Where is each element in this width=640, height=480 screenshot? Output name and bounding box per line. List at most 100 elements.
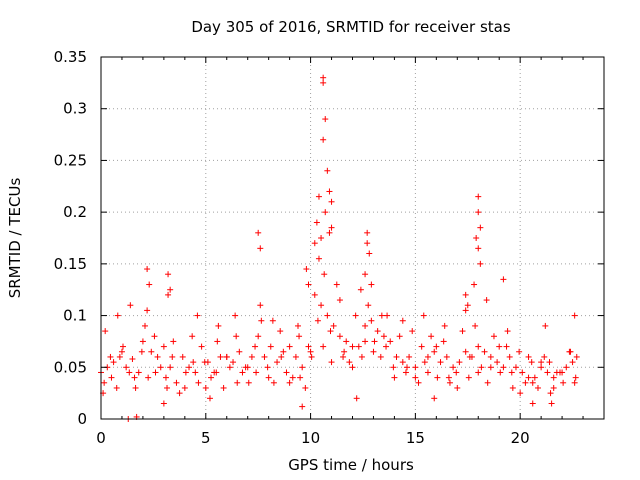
data-point — [160, 400, 167, 407]
data-point — [358, 353, 365, 360]
data-point — [453, 369, 460, 376]
data-point — [475, 209, 482, 216]
data-point — [374, 328, 381, 335]
data-point — [402, 369, 409, 376]
data-point — [522, 379, 529, 386]
data-point — [437, 359, 444, 366]
data-point — [236, 348, 243, 355]
y-tick-label: 0.1 — [63, 307, 87, 325]
data-point — [223, 353, 230, 360]
y-tick-label: 0 — [77, 410, 87, 428]
data-point — [192, 369, 199, 376]
data-point — [477, 224, 484, 231]
data-point — [280, 348, 287, 355]
data-point — [173, 379, 180, 386]
x-tick-label: 5 — [201, 429, 211, 447]
axis-ticks — [100, 56, 604, 420]
data-point — [346, 359, 353, 366]
data-point — [418, 343, 425, 350]
x-tick-label: 0 — [96, 429, 106, 447]
data-point — [483, 297, 490, 304]
x-tick-label: 20 — [511, 429, 530, 447]
data-point — [487, 353, 494, 360]
data-point — [364, 229, 371, 236]
data-point — [299, 403, 306, 410]
data-point — [305, 343, 312, 350]
data-point — [214, 338, 221, 345]
data-point — [120, 343, 127, 350]
data-point — [380, 333, 387, 340]
data-point — [195, 379, 202, 386]
data-point — [573, 353, 580, 360]
data-point — [320, 79, 327, 86]
data-point — [255, 333, 262, 340]
data-point — [215, 322, 222, 329]
y-tick-label: 0.25 — [54, 151, 87, 169]
data-point — [370, 348, 377, 355]
y-tick-label: 0.3 — [63, 100, 87, 118]
data-point — [314, 317, 321, 324]
data-point — [454, 384, 461, 391]
data-point — [264, 364, 271, 371]
data-point — [194, 312, 201, 319]
data-point — [366, 250, 373, 257]
data-point — [114, 312, 121, 319]
data-point — [157, 364, 164, 371]
data-point — [371, 338, 378, 345]
data-point — [233, 333, 240, 340]
data-point — [324, 167, 331, 174]
data-point — [396, 333, 403, 340]
data-point — [226, 364, 233, 371]
data-point — [186, 364, 193, 371]
y-tick-label: 0.35 — [54, 48, 87, 66]
data-point — [333, 281, 340, 288]
y-tick-labels: 0 0.05 0.1 0.15 0.2 0.25 0.3 0.35 — [54, 48, 87, 428]
data-point — [409, 328, 416, 335]
data-point — [445, 374, 452, 381]
data-point — [135, 369, 142, 376]
data-point — [126, 369, 133, 376]
data-point — [534, 384, 541, 391]
data-point — [472, 322, 479, 329]
data-point — [239, 369, 246, 376]
data-point — [110, 359, 117, 366]
data-point — [315, 193, 322, 200]
data-point — [295, 322, 302, 329]
data-point — [563, 364, 570, 371]
data-point — [490, 333, 497, 340]
data-point — [270, 379, 277, 386]
data-point — [440, 338, 447, 345]
data-point — [327, 328, 334, 335]
data-point — [315, 255, 322, 262]
data-point — [255, 229, 262, 236]
x-tick-labels: 0 5 10 15 20 — [96, 429, 529, 447]
data-point — [129, 356, 136, 363]
data-point — [234, 379, 241, 386]
data-point — [541, 353, 548, 360]
data-point — [296, 333, 303, 340]
data-point — [378, 312, 385, 319]
data-point — [165, 271, 172, 278]
data-point — [538, 359, 545, 366]
data-point — [328, 224, 335, 231]
data-point — [318, 302, 325, 309]
data-point — [326, 229, 333, 236]
data-point — [529, 400, 536, 407]
data-point — [500, 364, 507, 371]
data-point — [475, 245, 482, 252]
data-point — [248, 353, 255, 360]
data-point — [542, 322, 549, 329]
data-point — [475, 343, 482, 350]
data-point — [364, 240, 371, 247]
data-point — [146, 281, 153, 288]
data-point — [548, 400, 555, 407]
data-point — [475, 369, 482, 376]
data-point — [506, 353, 513, 360]
data-point — [544, 369, 551, 376]
data-point — [206, 395, 213, 402]
data-point — [165, 291, 172, 298]
data-point — [318, 235, 325, 241]
data-point — [434, 374, 441, 381]
data-point — [353, 395, 360, 402]
data-point — [415, 379, 422, 386]
